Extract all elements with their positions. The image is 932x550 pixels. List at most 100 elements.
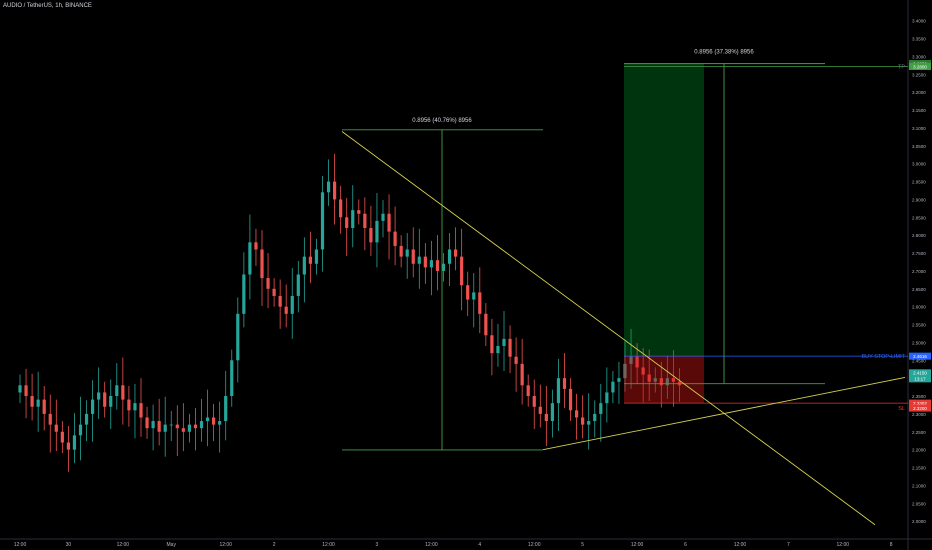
candle-body: [369, 228, 373, 243]
price-tick: 2.0000: [912, 519, 926, 524]
price-label: 13:17: [914, 377, 926, 382]
candle-body: [665, 378, 669, 386]
price-label-box: [909, 404, 931, 412]
candle-body: [460, 256, 464, 286]
candle-body: [587, 421, 591, 425]
price-label-box: [909, 399, 931, 407]
candle-body: [193, 424, 198, 429]
triangle-upper-line: [341, 131, 876, 526]
time-tick: 12:00: [631, 542, 644, 548]
candle-body: [526, 385, 530, 397]
price-tick: 2.7000: [912, 269, 926, 274]
stop-loss-zone: [624, 356, 704, 404]
candle-body: [290, 295, 294, 314]
price-tick: 2.9500: [912, 180, 926, 185]
candle-body: [139, 403, 143, 418]
time-tick: 30: [66, 542, 72, 548]
time-tick: 7: [787, 542, 790, 548]
triangle-lower-line: [542, 376, 906, 451]
candle-body: [24, 385, 28, 397]
candle-body: [163, 424, 167, 432]
price-tick: 3.4000: [912, 19, 926, 24]
time-tick: 12:00: [219, 542, 232, 548]
candle-body: [97, 392, 101, 400]
candle-body: [296, 274, 300, 296]
candle-body: [260, 249, 264, 279]
time-tick: 3: [376, 542, 379, 548]
candle-body: [72, 435, 77, 450]
candle-body: [133, 403, 137, 411]
candle-body: [48, 413, 52, 425]
candle-body: [157, 421, 161, 432]
candle-body: [429, 260, 433, 268]
price-tick: 2.6500: [912, 287, 926, 292]
price-tick: 2.2000: [912, 448, 926, 453]
order-marker: SL: [898, 406, 905, 412]
candle-body: [60, 431, 64, 443]
candle-body: [605, 392, 609, 404]
time-tick: 12:00: [734, 542, 747, 548]
candle-body: [441, 263, 446, 271]
price-tick: 2.3500: [912, 394, 926, 399]
candle-body: [302, 256, 306, 275]
candle-body: [284, 306, 288, 314]
candle-body: [103, 392, 107, 407]
price-label-box: [909, 369, 931, 377]
candle-body: [357, 210, 361, 214]
price-tick: 3.1000: [912, 126, 926, 131]
price-tick: 3.2500: [912, 72, 926, 77]
candle-body: [333, 181, 337, 200]
price-tick: 2.3000: [912, 412, 926, 417]
candle-body: [417, 256, 421, 264]
candle-body: [435, 260, 440, 271]
price-label: 2.3302: [913, 401, 927, 406]
candle-body: [641, 367, 645, 375]
price-tick: 2.5500: [912, 323, 926, 328]
candle-body: [30, 396, 34, 407]
price-tick: 2.0500: [912, 501, 926, 506]
time-tick: 6: [684, 542, 687, 548]
candle-body: [242, 274, 246, 314]
candle-body: [405, 249, 409, 257]
candle-body: [345, 217, 349, 229]
time-tick: May: [167, 542, 177, 548]
candle-body: [314, 249, 319, 264]
price-tick: 3.0000: [912, 162, 926, 167]
candle-body: [272, 288, 276, 296]
candle-body: [423, 256, 427, 268]
candle-body: [363, 213, 367, 229]
price-tick: 2.1000: [912, 483, 926, 488]
order-marker: BUY STOP-LIMIT: [861, 354, 905, 360]
candle-body: [308, 256, 312, 264]
candle-body: [647, 374, 651, 382]
candle-body: [151, 421, 155, 429]
price-tick: 2.9000: [912, 197, 926, 202]
candle-body: [629, 356, 633, 364]
price-tick: 2.1500: [912, 466, 926, 471]
candle-body: [635, 356, 639, 368]
candle-body: [121, 385, 125, 400]
candle-body: [514, 356, 518, 364]
candle-body: [42, 399, 46, 414]
time-tick: 2: [273, 542, 276, 548]
candle-body: [278, 295, 282, 307]
time-tick: 12:00: [837, 542, 850, 548]
price-tick: 3.1500: [912, 108, 926, 113]
candle-body: [248, 242, 252, 275]
candle-body: [339, 199, 343, 218]
price-tick: 2.8500: [912, 215, 926, 220]
candle-body: [593, 413, 597, 422]
candle-body: [581, 417, 585, 425]
candle-body: [496, 345, 500, 354]
candle-body: [18, 385, 22, 393]
candle-body: [575, 410, 579, 418]
candle-body: [411, 249, 415, 264]
price-tick: 2.5000: [912, 340, 926, 345]
price-label-box: [909, 352, 931, 360]
price-label: 2.3200: [913, 406, 927, 411]
candle-body: [617, 378, 621, 382]
candle-body: [568, 388, 573, 411]
candle-body: [381, 213, 385, 221]
candle-body: [623, 363, 627, 379]
